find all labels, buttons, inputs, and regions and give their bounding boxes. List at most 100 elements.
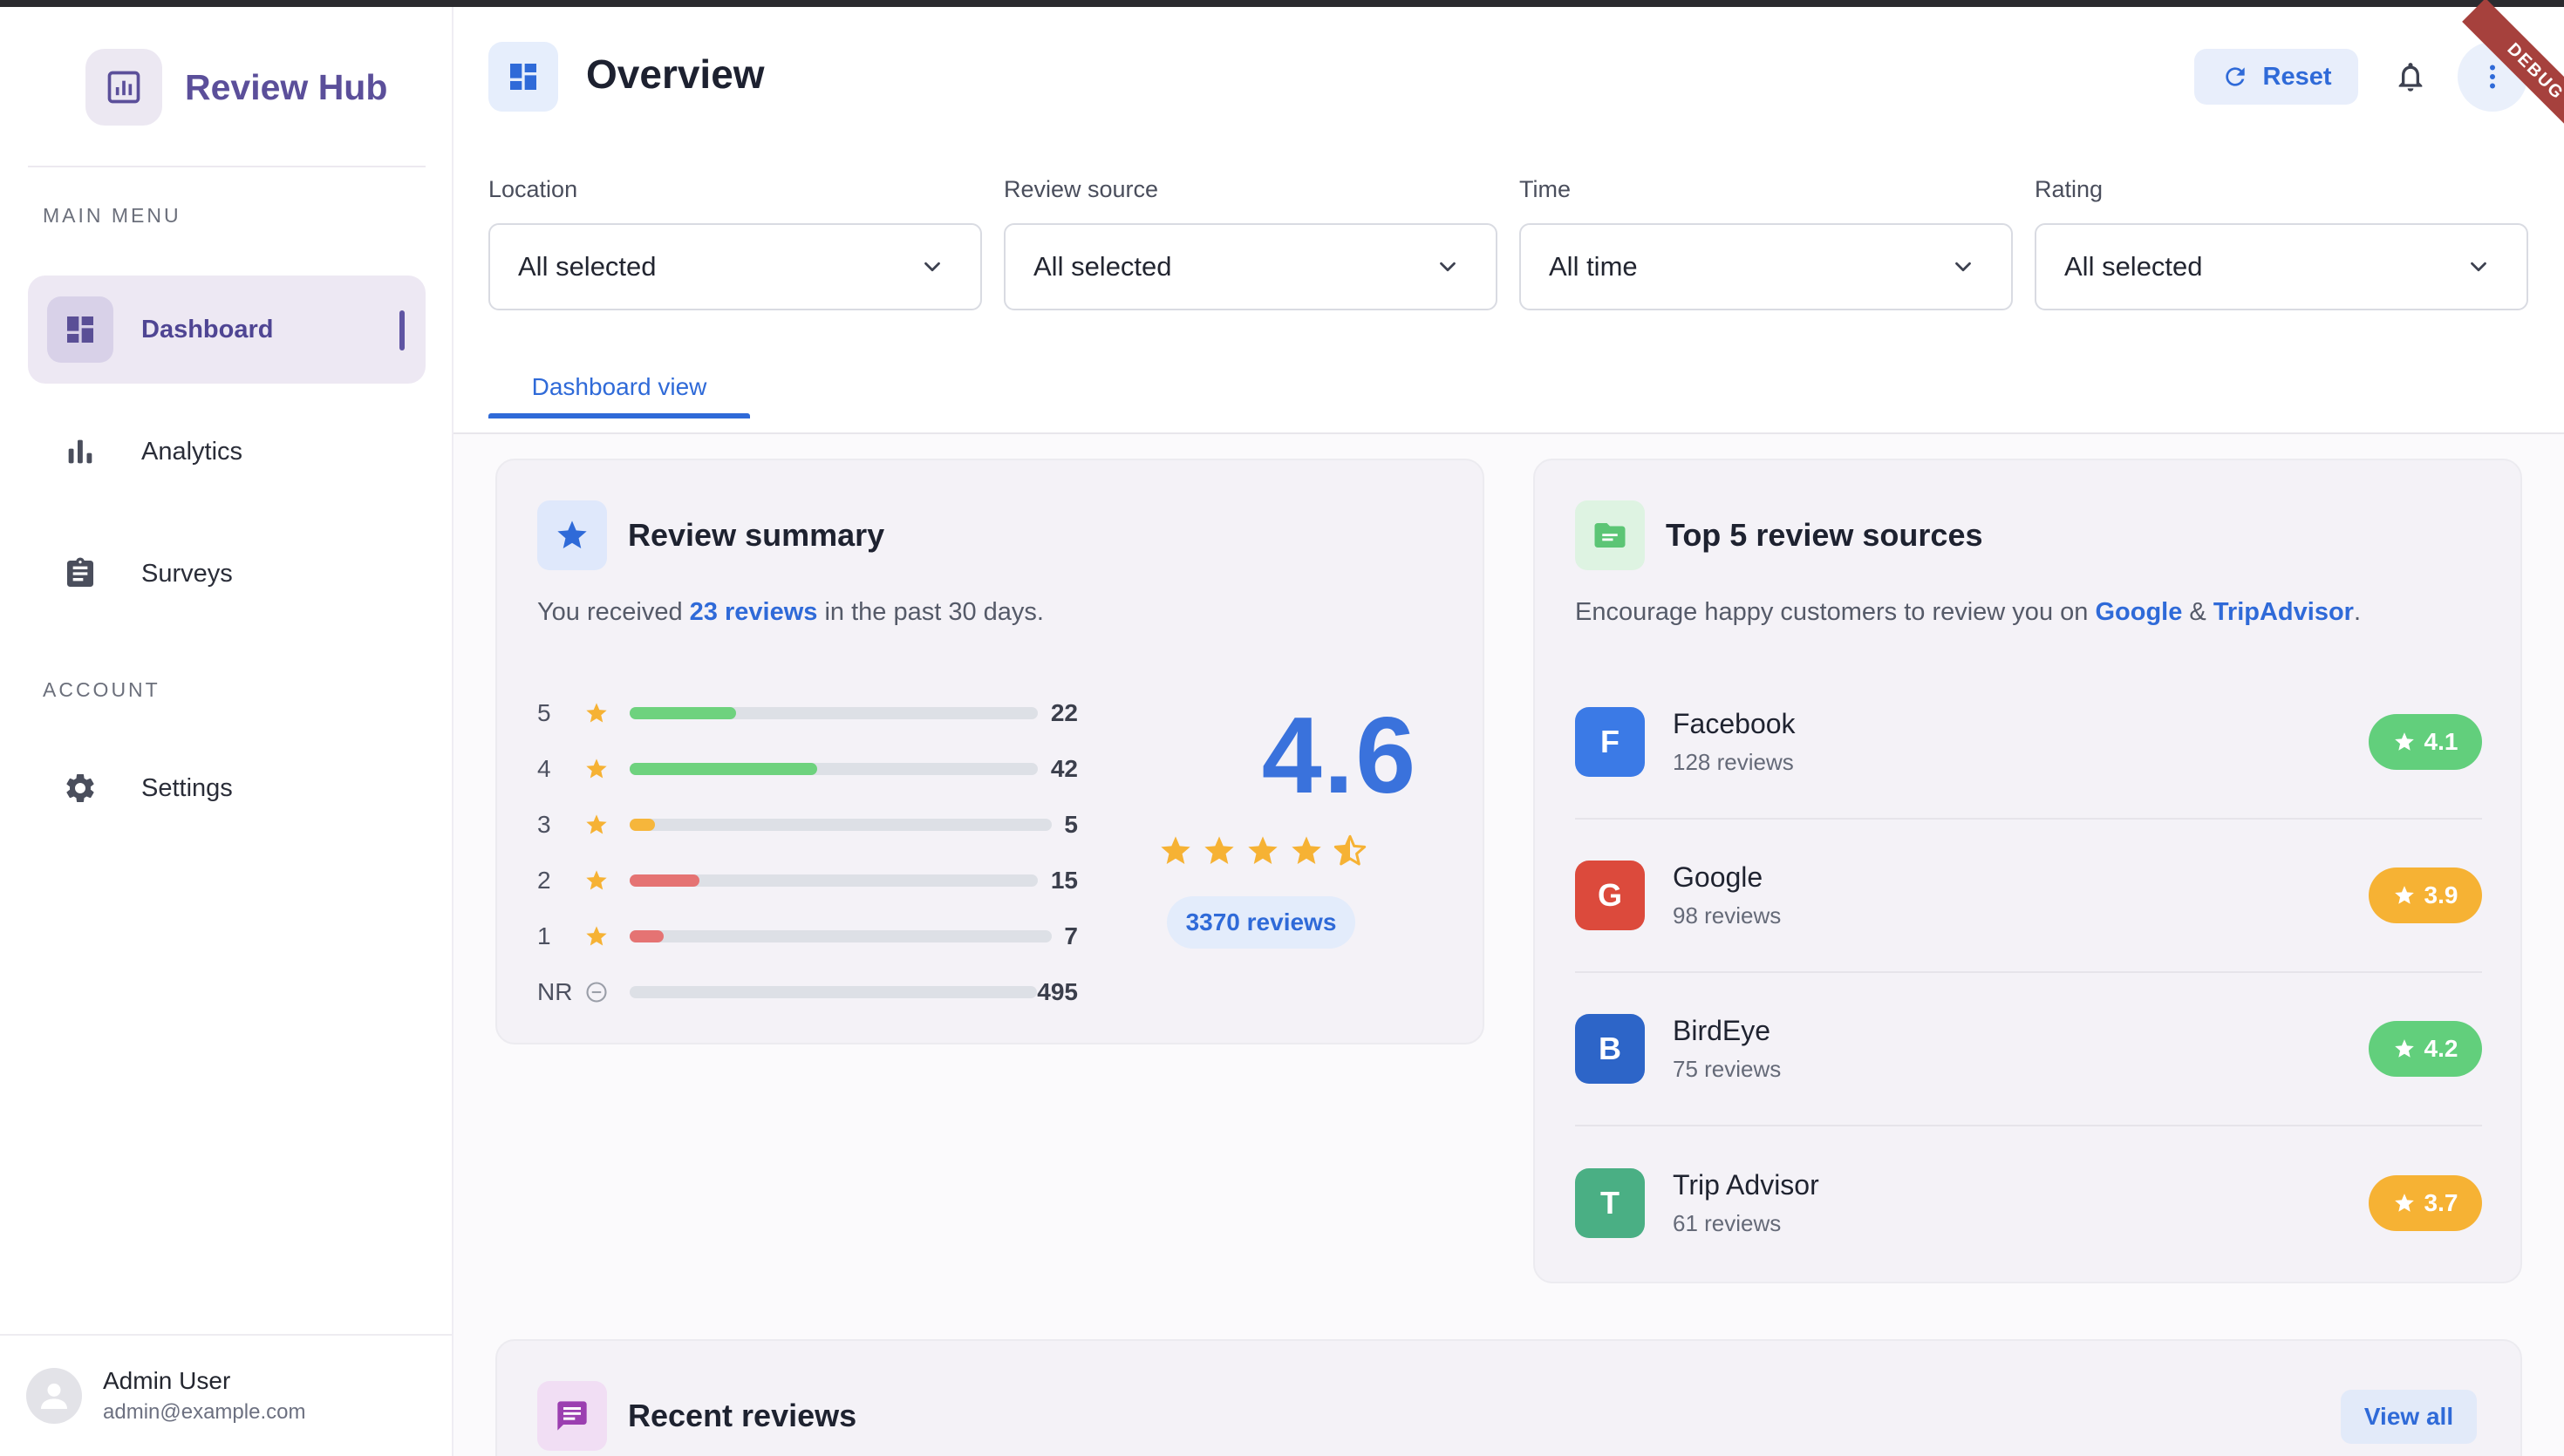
bell-icon [2398, 63, 2423, 92]
rating-dropdown[interactable]: All selected [2035, 223, 2528, 310]
top-sources-subtitle: Encourage happy customers to review you … [1575, 598, 2361, 627]
tripadvisor-link[interactable]: TripAdvisor [2213, 598, 2354, 626]
star-icon [584, 757, 619, 781]
source-review-count: 98 reviews [1673, 902, 1782, 929]
report-icon [85, 49, 162, 126]
source-rating-badge: 3.9 [2369, 867, 2482, 923]
page-title: Overview [586, 51, 765, 97]
rating-bar-fill [630, 763, 818, 775]
folder-icon [1575, 500, 1645, 570]
reviews-link[interactable]: 23 reviews [689, 598, 818, 626]
review-source-dropdown[interactable]: All selected [1004, 223, 1497, 310]
more-vert-icon [2490, 65, 2495, 89]
tab-dashboard-view[interactable]: Dashboard view [531, 373, 707, 400]
gear-icon [47, 755, 113, 821]
dashboard-icon [47, 296, 113, 363]
bar-chart-icon [47, 418, 113, 485]
clipboard-icon [47, 541, 113, 607]
source-rating: 3.9 [2424, 881, 2458, 908]
rating-row: NR 495 [537, 975, 1078, 1010]
active-indicator [399, 310, 405, 350]
source-review-count: 75 reviews [1673, 1056, 1782, 1082]
total-reviews-badge[interactable]: 3370 reviews [1167, 896, 1355, 949]
source-rating: 4.1 [2424, 728, 2458, 755]
source-avatar: B [1575, 1014, 1645, 1084]
source-row-google[interactable]: G Google 98 reviews 3.9 [1575, 820, 2482, 973]
filter-label: Rating [2035, 176, 2104, 202]
sidebar-item-label: Surveys [141, 559, 233, 588]
sidebar-item-label: Dashboard [141, 315, 274, 344]
sidebar-item-surveys[interactable]: Surveys [28, 520, 426, 628]
star-icon [1158, 833, 1193, 873]
dropdown-value: All selected [518, 251, 657, 282]
sidebar-item-analytics[interactable]: Analytics [28, 398, 426, 506]
filter-rating: Rating All selected [2035, 176, 2528, 310]
subtitle-text: . [2353, 598, 2362, 626]
recent-reviews-card: Recent reviews [495, 1339, 2522, 1456]
brand[interactable]: Review Hub [85, 49, 387, 126]
source-name: Trip Advisor [1673, 1169, 1819, 1201]
rating-label: 3 [537, 811, 551, 838]
sidebar-item-label: Settings [141, 773, 233, 802]
star-half-icon [1333, 833, 1367, 873]
sidebar-item-dashboard[interactable]: Dashboard [28, 276, 426, 384]
sidebar: Review Hub MAIN MENU Dashboard Analytics… [0, 7, 453, 1456]
sidebar-item-settings[interactable]: Settings [28, 734, 426, 842]
source-row-trip-advisor[interactable]: T Trip Advisor 61 reviews 3.7 [1575, 1126, 2482, 1280]
top-sources-card: Top 5 review sources Encourage happy cus… [1533, 459, 2522, 1283]
rating-count: 7 [1064, 922, 1078, 949]
notifications-button[interactable] [2386, 49, 2435, 105]
reset-button[interactable]: Reset [2194, 49, 2358, 105]
filter-time: Time All time [1519, 176, 2013, 310]
rating-label: 1 [537, 922, 551, 949]
source-review-count: 128 reviews [1673, 749, 1794, 775]
tab-active-underline [488, 413, 750, 418]
rating-bar-fill [630, 930, 664, 942]
rating-bar-fill [630, 707, 736, 719]
subtitle-text: in the past 30 days. [817, 598, 1044, 626]
source-rating-badge: 4.2 [2369, 1021, 2482, 1077]
source-name: BirdEye [1673, 1015, 1771, 1046]
rating-row: 5 22 [537, 696, 1078, 731]
star-icon [2394, 732, 2414, 751]
dashboard-icon [488, 42, 558, 112]
star-icon [584, 701, 619, 725]
avatar [26, 1368, 82, 1424]
rating-count: 42 [1050, 755, 1078, 782]
user-profile[interactable]: Admin User admin@example.com [0, 1334, 452, 1456]
rating-bar [630, 930, 1052, 942]
source-rating: 4.2 [2424, 1035, 2458, 1062]
star-icon [2394, 1194, 2414, 1212]
star-icon [2394, 1039, 2414, 1058]
rating-count: 15 [1050, 867, 1078, 894]
rating-bar [630, 763, 1038, 775]
account-label: ACCOUNT [43, 678, 160, 701]
source-name: Google [1673, 861, 1763, 893]
rating-count: 495 [1037, 978, 1078, 1005]
star-icon [584, 813, 619, 837]
location-dropdown[interactable]: All selected [488, 223, 982, 310]
card-title: Review summary [628, 517, 885, 553]
source-name: Facebook [1673, 708, 1796, 739]
star-icon [1289, 833, 1324, 873]
rating-label: NR [537, 978, 573, 1005]
star-icon [2394, 886, 2414, 904]
divider [28, 166, 426, 167]
google-link[interactable]: Google [2095, 598, 2183, 626]
time-dropdown[interactable]: All time [1519, 223, 2013, 310]
filter-location: Location All selected [488, 176, 982, 310]
source-row-facebook[interactable]: F Facebook 128 reviews 4.1 [1575, 666, 2482, 820]
star-icon [584, 868, 619, 893]
rating-bar [630, 874, 1038, 887]
view-all-button[interactable]: View all [2341, 1390, 2477, 1444]
card-title: Top 5 review sources [1666, 517, 1983, 553]
source-row-birdeye[interactable]: B BirdEye 75 reviews 4.2 [1575, 973, 2482, 1126]
subtitle-text: & [2182, 598, 2213, 626]
rating-count: 22 [1050, 699, 1078, 726]
dropdown-value: All selected [1033, 251, 1172, 282]
source-rating-badge: 3.7 [2369, 1175, 2482, 1231]
source-avatar: T [1575, 1168, 1645, 1238]
filter-review-source: Review source All selected [1004, 176, 1497, 310]
review-summary-card: Review summary You received 23 reviews i… [495, 459, 1484, 1044]
